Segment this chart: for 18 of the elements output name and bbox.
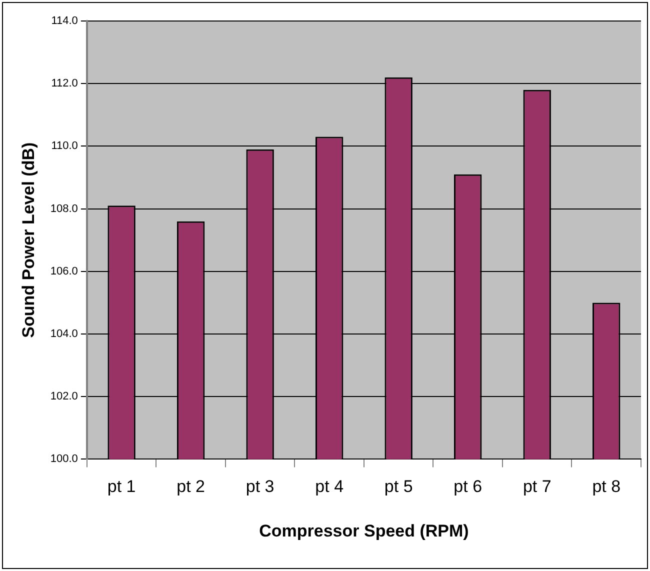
y-tick-label: 112.0	[51, 78, 78, 90]
x-tick-label: pt 7	[522, 477, 552, 496]
y-tick-label: 102.0	[50, 390, 78, 403]
x-tick-label: pt 2	[176, 477, 205, 496]
y-tick-label: 100.0	[50, 453, 78, 466]
y-tick-label: 104.0	[50, 328, 78, 340]
y-tick-label: 106.0	[50, 265, 78, 278]
x-tick-label: pt 1	[107, 477, 136, 496]
y-tick-label: 108.0	[50, 202, 78, 215]
y-tick-label: 110.0	[51, 140, 78, 152]
x-tick-label: pt 3	[246, 477, 274, 496]
x-tick-label: pt 4	[315, 477, 344, 496]
y-tick-label: 114.0	[51, 15, 78, 28]
x-tick-label: pt 6	[454, 477, 482, 496]
x-tick-label: pt 5	[384, 477, 413, 496]
x-axis-title: Compressor Speed (RPM)	[259, 521, 469, 540]
y-axis-title: Sound Power Level (dB)	[18, 142, 38, 338]
x-tick-label: pt 8	[592, 477, 621, 496]
